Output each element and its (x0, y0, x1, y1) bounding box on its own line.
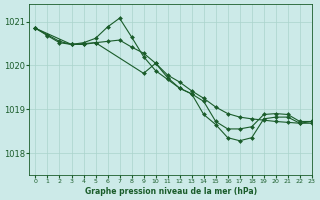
X-axis label: Graphe pression niveau de la mer (hPa): Graphe pression niveau de la mer (hPa) (84, 187, 257, 196)
